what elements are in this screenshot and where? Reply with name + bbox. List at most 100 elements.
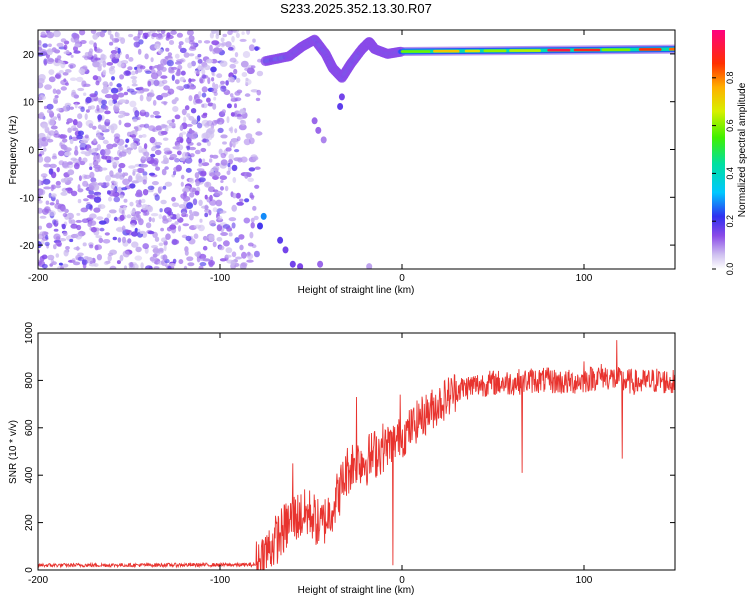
- noise-speckle: [116, 260, 121, 265]
- noise-speckle: [209, 44, 213, 52]
- noise-speckle: [224, 185, 229, 192]
- noise-speckle: [74, 38, 80, 44]
- noise-speckle: [150, 213, 159, 217]
- noise-speckle: [161, 79, 168, 85]
- noise-speckle: [134, 110, 140, 118]
- noise-speckle: [80, 40, 87, 44]
- noise-speckle: [129, 261, 134, 268]
- noise-speckle: [117, 47, 121, 54]
- noise-speckle: [198, 177, 206, 183]
- noise-speckle: [159, 63, 164, 71]
- noise-speckle: [161, 237, 167, 243]
- noise-speckle: [245, 77, 249, 82]
- y-tick-label: 0: [28, 146, 34, 157]
- noise-speckle: [228, 158, 234, 165]
- noise-speckle: [149, 30, 156, 34]
- noise-speckle: [119, 254, 124, 262]
- noise-speckle: [188, 40, 195, 45]
- noise-speckle: [135, 199, 140, 204]
- noise-speckle: [219, 210, 227, 214]
- noise-speckle: [70, 219, 76, 226]
- noise-speckle: [160, 123, 166, 129]
- noise-speckle: [153, 80, 160, 86]
- noise-speckle: [165, 47, 170, 52]
- noise-speckle: [256, 89, 262, 96]
- noise-speckle: [74, 102, 78, 109]
- noise-speckle: [148, 172, 156, 176]
- snr-plot: [38, 340, 675, 570]
- noise-speckle: [73, 261, 81, 266]
- noise-speckle: [174, 97, 179, 102]
- noise-speckle: [81, 231, 86, 236]
- signal-blob: [366, 263, 373, 269]
- noise-speckle: [233, 30, 239, 34]
- noise-speckle: [225, 147, 232, 152]
- noise-speckle: [169, 153, 178, 159]
- noise-speckle: [46, 222, 53, 229]
- noise-speckle: [112, 236, 118, 241]
- noise-speckle: [231, 204, 237, 212]
- signal-blob: [320, 136, 327, 144]
- noise-speckle: [93, 155, 97, 162]
- noise-speckle: [48, 210, 56, 217]
- noise-speckle: [42, 147, 47, 152]
- noise-speckle: [154, 194, 160, 201]
- noise-speckle: [93, 207, 101, 213]
- signal-blob: [257, 222, 263, 230]
- snr-series-line: [38, 340, 675, 570]
- noise-speckle: [42, 208, 49, 215]
- noise-speckle: [144, 156, 152, 162]
- noise-speckle: [78, 156, 82, 162]
- noise-speckle: [141, 204, 149, 211]
- y-tick-label: 800: [24, 372, 35, 389]
- noise-speckle: [193, 211, 200, 217]
- noise-speckle: [241, 72, 248, 77]
- noise-speckle: [198, 158, 202, 164]
- noise-speckle: [94, 166, 100, 173]
- noise-speckle: [53, 233, 61, 241]
- noise-speckle: [132, 118, 138, 123]
- noise-speckle: [250, 217, 255, 223]
- noise-speckle: [130, 76, 138, 80]
- noise-speckle: [158, 186, 164, 191]
- noise-speckle: [70, 91, 77, 98]
- noise-speckle: [219, 258, 227, 262]
- noise-speckle: [220, 152, 227, 159]
- noise-speckle: [155, 166, 161, 171]
- noise-speckle: [125, 138, 130, 144]
- noise-speckle: [38, 156, 44, 163]
- noise-speckle: [57, 55, 62, 60]
- noise-speckle: [209, 32, 214, 39]
- noise-speckle: [220, 180, 224, 183]
- noise-speckle: [88, 40, 94, 45]
- noise-speckle: [134, 211, 141, 215]
- noise-speckle: [101, 167, 108, 171]
- noise-speckle: [161, 101, 168, 105]
- noise-speckle: [220, 85, 227, 92]
- noise-speckle: [168, 263, 176, 267]
- noise-speckle: [202, 158, 206, 164]
- noise-speckle: [198, 40, 202, 44]
- noise-speckle: [213, 96, 217, 101]
- noise-speckle: [77, 252, 84, 257]
- noise-speckle: [132, 168, 138, 173]
- noise-speckle: [142, 189, 149, 196]
- noise-speckle: [99, 31, 106, 38]
- noise-speckle: [53, 97, 58, 104]
- noise-speckle: [190, 108, 197, 114]
- noise-speckle: [45, 234, 49, 240]
- noise-speckle: [51, 193, 57, 198]
- noise-speckle: [194, 172, 200, 179]
- noise-speckle: [41, 137, 47, 142]
- noise-speckle: [220, 186, 224, 191]
- noise-speckle: [74, 149, 79, 156]
- noise-speckle: [142, 179, 147, 185]
- noise-speckle: [63, 177, 69, 182]
- noise-speckle: [77, 188, 84, 193]
- noise-speckle: [56, 42, 64, 48]
- noise-speckle: [246, 30, 251, 35]
- y-tick-label: 0: [24, 567, 35, 573]
- colorbar-tick-label: 0.4: [725, 167, 735, 180]
- noise-speckle: [246, 172, 252, 178]
- noise-speckle: [154, 149, 162, 156]
